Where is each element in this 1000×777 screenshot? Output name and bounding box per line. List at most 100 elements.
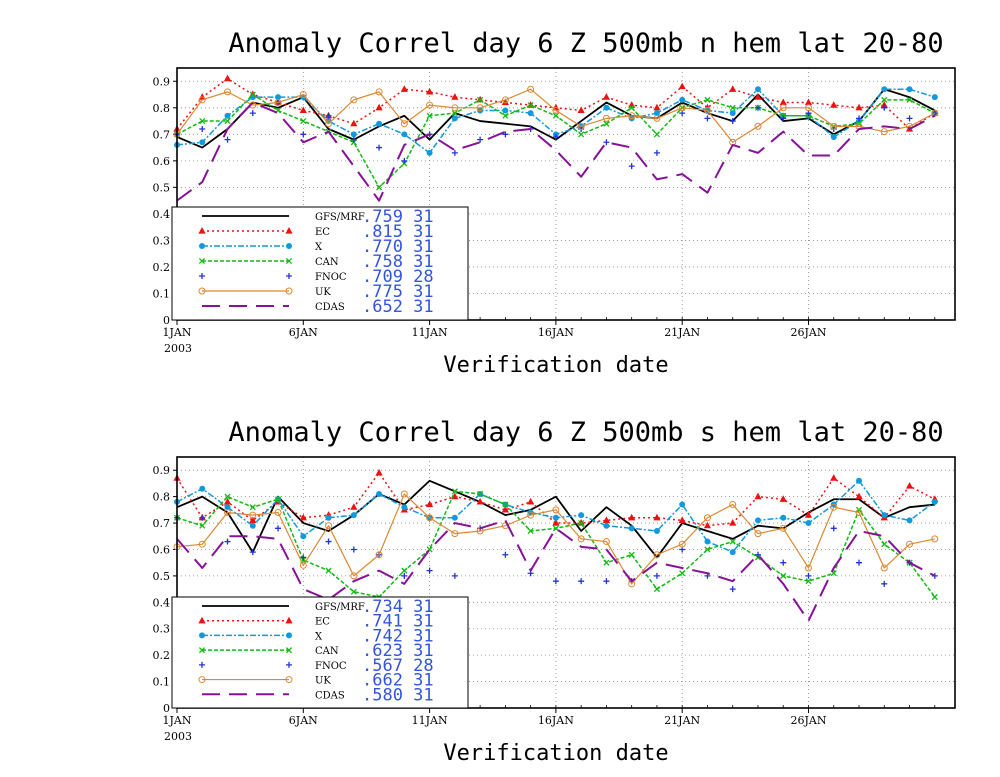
y-tick-label: 0.4 — [153, 208, 171, 221]
data-point — [678, 540, 686, 548]
data-point — [274, 508, 282, 516]
data-point — [426, 514, 434, 522]
data-point — [906, 540, 914, 548]
x-axis-label: Verification date — [443, 353, 668, 378]
data-point — [779, 98, 787, 106]
y-tick-label: 0.8 — [153, 102, 171, 115]
data-point — [780, 514, 787, 521]
data-point — [275, 525, 282, 532]
legend-entry: GFS/MRF.734 31 — [202, 597, 434, 617]
data-point — [603, 522, 610, 529]
data-point — [501, 96, 509, 104]
data-point — [249, 516, 257, 524]
y-tick-label: 0 — [163, 314, 170, 327]
legend-label: FNOC — [315, 272, 347, 283]
data-point — [299, 513, 307, 521]
data-point — [855, 492, 863, 500]
legend-marker — [198, 676, 206, 684]
data-point — [678, 82, 686, 90]
data-point — [501, 505, 509, 513]
data-point — [375, 551, 383, 559]
y-tick-label: 0 — [163, 702, 170, 715]
data-point — [704, 538, 711, 545]
data-point — [552, 514, 559, 521]
data-point — [451, 488, 458, 495]
data-point — [830, 122, 838, 130]
data-point — [805, 520, 812, 527]
data-point — [527, 110, 534, 117]
data-point — [881, 580, 888, 587]
legend-entry: X .742 31 — [199, 626, 434, 646]
data-point — [552, 506, 560, 514]
data-point — [223, 74, 232, 82]
data-point — [451, 104, 459, 112]
data-point — [653, 114, 661, 122]
plot-frame — [176, 456, 956, 709]
data-point — [602, 93, 611, 100]
data-point — [704, 546, 711, 553]
data-point — [299, 91, 307, 99]
data-point — [451, 492, 459, 500]
data-point — [350, 588, 357, 595]
data-point — [451, 115, 458, 122]
legend-label: CAN — [315, 646, 339, 657]
data-point — [653, 513, 661, 521]
legend-marker — [199, 273, 205, 279]
data-point — [300, 533, 307, 540]
legend-score: .734 31 — [362, 597, 434, 617]
series-uk — [173, 490, 939, 588]
data-point — [502, 501, 509, 508]
data-point — [754, 93, 762, 100]
data-point — [401, 567, 408, 574]
data-point — [274, 98, 282, 106]
data-point — [300, 131, 307, 138]
y-tick-label: 0.3 — [153, 623, 171, 636]
plot-frame — [176, 67, 956, 321]
x-tick-label: 11JAN — [412, 714, 448, 727]
data-point — [729, 104, 736, 111]
data-point — [476, 497, 484, 505]
year-label: 2003 — [164, 730, 192, 743]
y-tick-label: 0.1 — [153, 676, 171, 689]
data-point — [603, 120, 610, 127]
data-point — [703, 514, 711, 522]
y-tick-label: 0.3 — [153, 234, 171, 247]
data-point — [779, 104, 787, 112]
legend-score: .775 31 — [362, 282, 434, 302]
data-point — [350, 96, 358, 104]
data-point — [931, 593, 938, 601]
data-point — [602, 114, 610, 122]
data-point — [628, 101, 636, 108]
data-point — [754, 104, 761, 111]
legend-marker — [286, 661, 292, 668]
data-point — [653, 551, 661, 559]
data-point — [855, 508, 863, 516]
data-point — [224, 136, 231, 143]
y-tick-label: 0.2 — [153, 649, 171, 662]
legend-entry: X .770 31 — [199, 237, 434, 257]
data-point — [931, 94, 938, 101]
data-point — [300, 117, 307, 125]
data-point — [931, 535, 939, 543]
data-point — [425, 87, 434, 95]
data-point — [653, 527, 660, 534]
legend-score: .759 31 — [362, 207, 434, 227]
data-point — [905, 482, 914, 489]
data-point — [249, 511, 257, 519]
legend-score: .758 31 — [362, 252, 434, 272]
data-point — [880, 564, 888, 572]
data-point — [856, 115, 863, 122]
data-point — [502, 131, 509, 138]
legend-marker — [286, 632, 292, 639]
data-point — [703, 521, 712, 529]
data-point — [375, 88, 383, 96]
legend-marker — [199, 243, 205, 249]
data-point — [401, 131, 408, 138]
data-point — [401, 572, 408, 579]
data-point — [729, 538, 736, 545]
data-point — [350, 119, 358, 127]
data-point — [249, 110, 256, 117]
data-point — [805, 578, 812, 585]
legend-label: GFS/MRF — [315, 602, 365, 613]
